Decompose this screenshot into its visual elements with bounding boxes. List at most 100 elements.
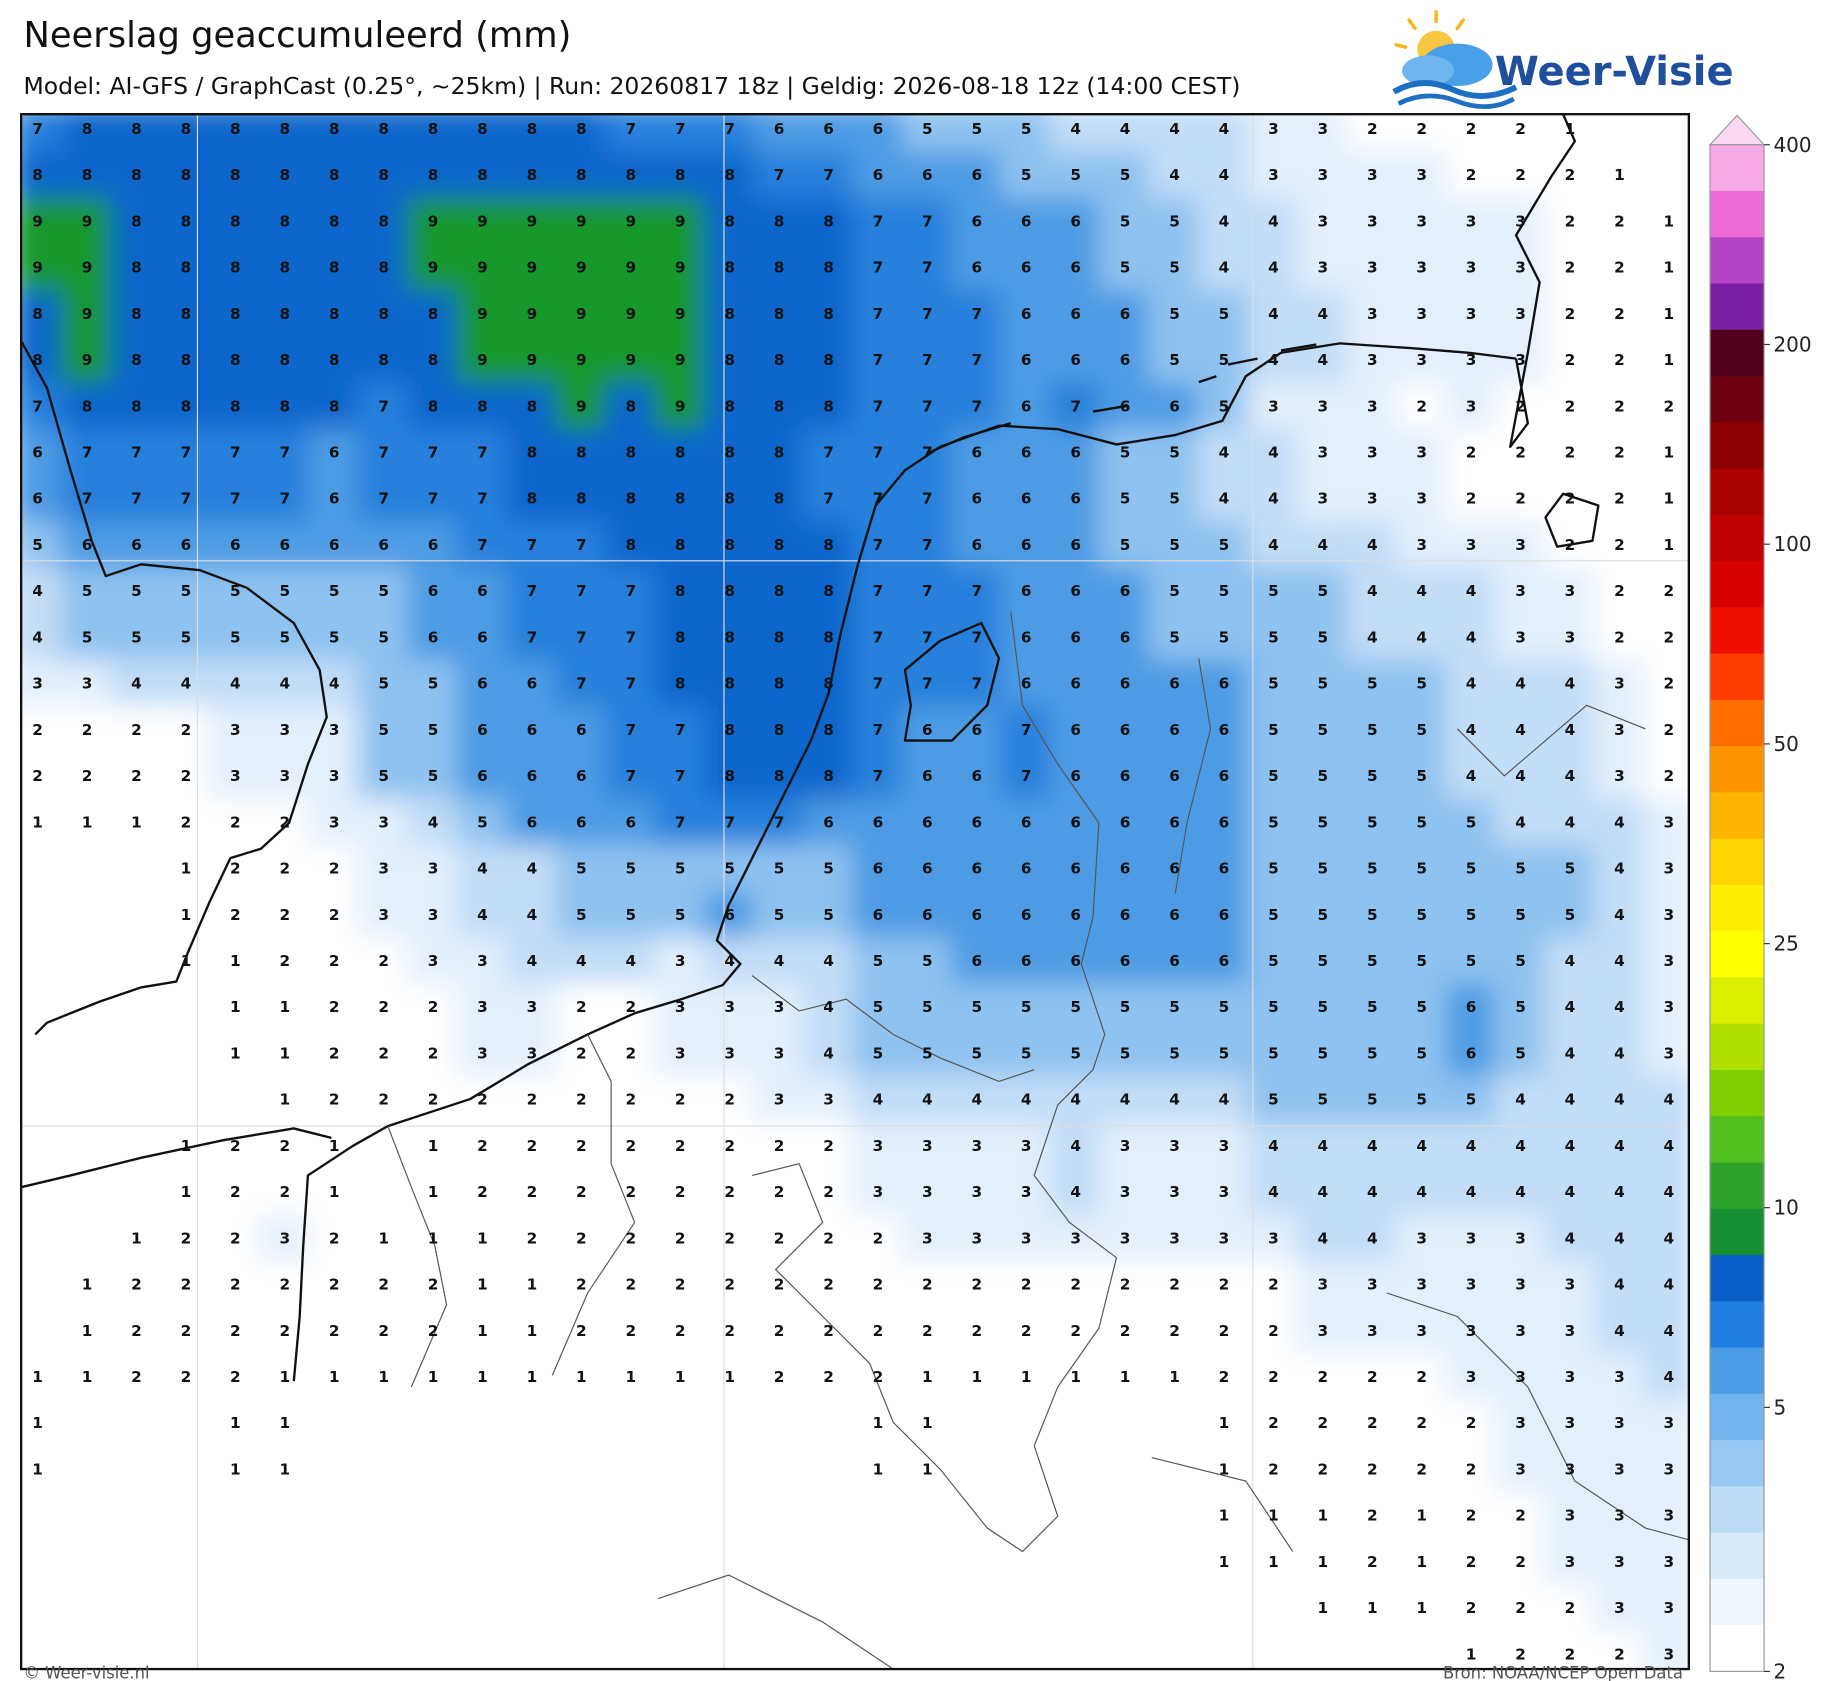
cell-value: 3 — [527, 1044, 538, 1062]
cell-value: 2 — [1565, 444, 1576, 462]
field-cell — [1148, 336, 1201, 385]
cell-value: 3 — [1367, 397, 1378, 415]
cell-value: 7 — [724, 813, 735, 831]
field-cell — [61, 336, 113, 385]
field-cell — [456, 706, 509, 755]
empty-cell — [209, 1538, 262, 1587]
empty-cell — [110, 1445, 163, 1495]
field-cell — [160, 844, 212, 894]
cell-value: 5 — [1515, 1044, 1526, 1062]
cell-value: 2 — [181, 1229, 192, 1247]
field-cell — [753, 474, 805, 524]
field-cell — [802, 1214, 855, 1264]
cell-value: 4 — [1120, 120, 1131, 138]
field-cell — [1346, 890, 1399, 940]
field-cell — [604, 336, 657, 385]
field-cell — [1395, 1353, 1448, 1402]
cell-value: 8 — [675, 166, 686, 184]
field-cell — [1642, 1168, 1689, 1217]
field-cell — [1346, 613, 1399, 663]
cell-value: 1 — [1416, 1507, 1427, 1525]
cell-value: 8 — [32, 166, 43, 184]
field-cell — [407, 151, 459, 200]
field-cell — [1642, 336, 1689, 385]
cell-value: 1 — [527, 1322, 538, 1340]
field-cell — [555, 983, 608, 1032]
colorbar-band — [1710, 514, 1765, 562]
field-cell — [1593, 567, 1646, 616]
field-cell — [110, 474, 163, 524]
field-cell — [1049, 197, 1102, 247]
field-cell — [1395, 613, 1448, 663]
field-cell — [506, 937, 558, 986]
cell-value: 2 — [724, 1091, 735, 1109]
field-cell — [456, 798, 509, 848]
cell-value: 8 — [279, 397, 290, 415]
empty-cell — [21, 1168, 64, 1217]
field-cell — [1544, 290, 1596, 339]
cell-value: 3 — [1515, 582, 1526, 600]
field-cell — [604, 890, 657, 940]
field-cell — [1346, 521, 1399, 570]
field-cell — [604, 1306, 657, 1356]
cell-value: 4 — [1664, 1322, 1675, 1340]
field-cell — [258, 521, 311, 570]
field-cell — [950, 752, 1003, 801]
field-cell — [753, 937, 805, 986]
field-cell — [852, 613, 904, 663]
field-cell — [308, 613, 361, 663]
field-cell — [950, 243, 1003, 293]
field-cell — [456, 1122, 509, 1171]
colorbar-band — [1710, 191, 1765, 238]
field-cell — [802, 1260, 855, 1310]
field-cell — [1445, 151, 1498, 200]
field-cell — [950, 336, 1003, 385]
empty-cell — [21, 1306, 64, 1356]
cell-value: 6 — [873, 120, 884, 138]
field-cell — [1642, 1122, 1689, 1171]
cell-value: 1 — [625, 1368, 636, 1386]
cell-value: 5 — [1268, 767, 1279, 785]
cell-value: 3 — [378, 906, 389, 924]
field-cell — [110, 428, 163, 478]
cell-value: 6 — [1021, 952, 1032, 970]
field-cell — [950, 1353, 1003, 1402]
cell-value: 8 — [675, 490, 686, 508]
field-cell — [308, 844, 361, 894]
field-cell — [852, 706, 904, 755]
cell-value: 2 — [1614, 536, 1625, 554]
cell-value: 2 — [428, 1276, 439, 1294]
empty-cell — [21, 1491, 64, 1541]
empty-cell — [61, 1491, 113, 1541]
field-cell — [1198, 798, 1250, 848]
colorbar-band — [1710, 1301, 1765, 1349]
field-cell — [1346, 428, 1399, 478]
cell-value: 7 — [131, 490, 142, 508]
field-cell — [802, 474, 855, 524]
empty-cell — [357, 1122, 410, 1171]
field-cell — [555, 567, 608, 616]
cell-value: 2 — [576, 1276, 587, 1294]
field-cell — [703, 983, 756, 1032]
cell-value: 2 — [823, 1322, 834, 1340]
field-cell — [209, 937, 262, 986]
field-cell — [1544, 844, 1596, 894]
cell-value: 6 — [1219, 721, 1230, 739]
field-cell — [852, 844, 904, 894]
cell-value: 8 — [378, 351, 389, 369]
field-cell — [110, 659, 163, 709]
cell-value: 2 — [1565, 490, 1576, 508]
field-cell — [1593, 1168, 1646, 1217]
cell-value: 5 — [1021, 1044, 1032, 1062]
field-cell — [209, 474, 262, 524]
field-cell — [950, 474, 1003, 524]
field-cell — [1593, 798, 1646, 848]
field-cell — [258, 890, 311, 940]
field-cell — [703, 336, 756, 385]
field-cell — [456, 1029, 509, 1079]
field-cell — [950, 1260, 1003, 1310]
field-cell — [1494, 1168, 1547, 1217]
cell-value: 6 — [1120, 906, 1131, 924]
field-cell — [604, 114, 657, 154]
cell-value: 2 — [1367, 1414, 1378, 1432]
